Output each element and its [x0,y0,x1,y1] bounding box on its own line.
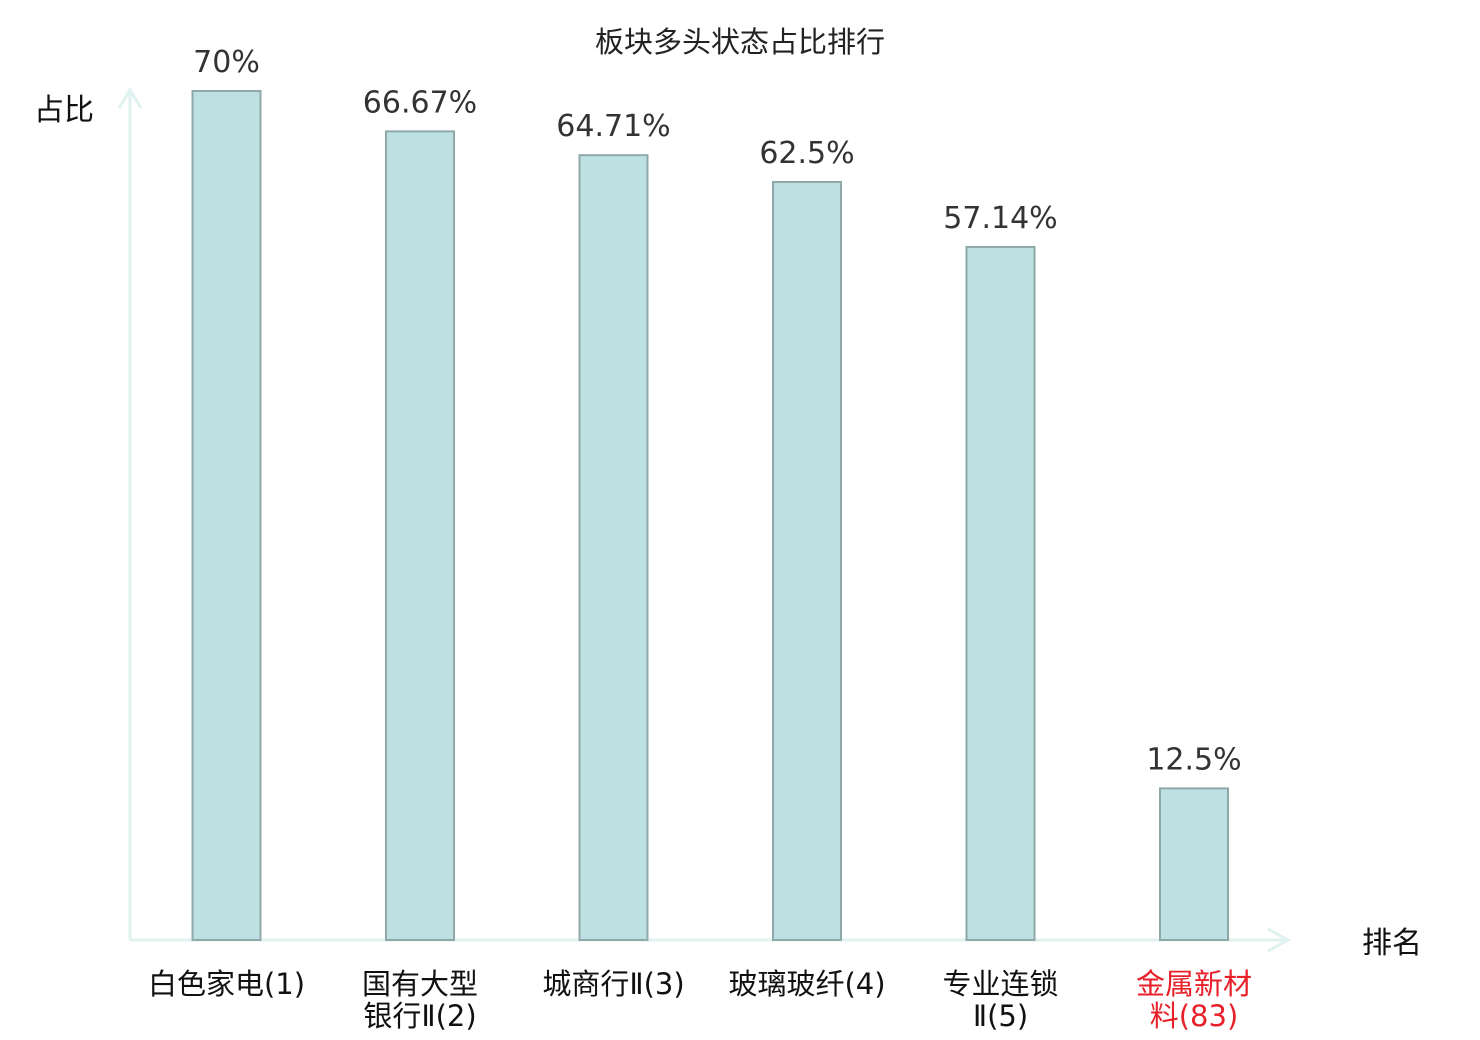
x-axis [130,927,1292,953]
bar-2 [385,130,455,942]
category-label-2: 国有大型银行Ⅱ(2) [362,967,478,1033]
bar-4 [772,180,842,941]
bar-5 [965,245,1036,941]
category-label-4: 玻璃玻纤(4) [728,967,885,1001]
category-label-5: 专业连锁 Ⅱ(5) [942,967,1058,1033]
category-label-6: 金属新材料(83) [1136,967,1252,1033]
chart-title: 板块多头状态占比排行 [595,25,885,59]
value-labels-group: 70% 66.67% 64.71% 62.5% 57.14% 12.5% [193,45,1242,777]
bar-3 [578,154,649,941]
x-axis-label: 排名 [1362,926,1422,961]
bars-group [191,90,1229,942]
category-label-1: 白色家电(1) [148,967,305,1001]
bar-1 [191,90,262,941]
category-label-3: 城商行Ⅱ(3) [542,967,684,1001]
value-label-2: 66.67% [363,85,477,120]
value-label-5: 57.14% [943,201,1057,236]
value-label-4: 62.5% [759,136,854,171]
value-label-3: 64.71% [556,109,670,144]
value-label-1: 70% [193,45,260,80]
y-axis-label: 占比 [34,93,94,128]
category-labels-group: 白色家电(1) 国有大型银行Ⅱ(2) 城商行Ⅱ(3) 玻璃玻纤(4) 专业连锁 Ⅱ(5) 金… [148,967,1252,1033]
value-label-6: 12.5% [1146,742,1241,777]
bar-6 [1159,787,1229,942]
y-axis [117,87,143,940]
